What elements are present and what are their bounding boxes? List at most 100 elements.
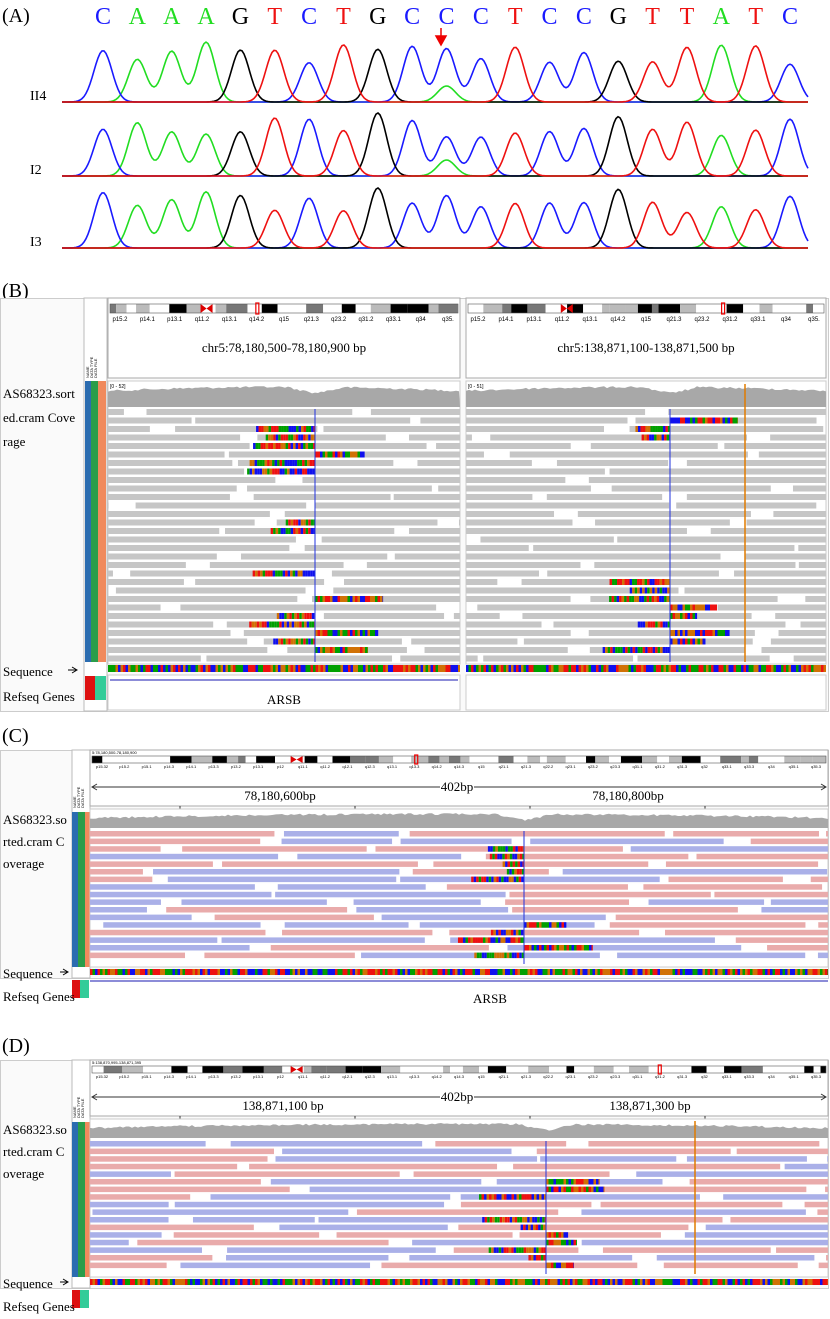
base-stripe [355, 647, 358, 653]
base-stripe [261, 426, 264, 432]
read [381, 1262, 638, 1269]
base-stripe [317, 969, 320, 975]
base-stripe [725, 1279, 728, 1285]
cytoband [625, 304, 638, 313]
base-stripe [665, 426, 668, 432]
base-stripe [662, 969, 665, 975]
base-stripe [367, 647, 369, 653]
base-stripe [267, 1279, 270, 1285]
read [510, 1217, 723, 1223]
base-stripe [566, 1232, 569, 1238]
base-stripe [670, 969, 673, 975]
base-stripe [677, 1279, 680, 1285]
base-stripe [313, 426, 315, 432]
read [318, 1217, 495, 1223]
base-stripe [240, 969, 243, 975]
base-stripe [651, 596, 655, 602]
base-stripe [302, 460, 305, 466]
base-stripe [345, 665, 348, 672]
base-stripe [393, 665, 396, 672]
base-stripe [455, 1279, 458, 1285]
base-stripe [506, 869, 510, 875]
base-stripe [600, 969, 603, 975]
base-stripe [686, 665, 689, 672]
base-stripe [530, 1255, 534, 1261]
base-stripe [400, 1279, 403, 1285]
base-stripe [539, 922, 542, 928]
base-stripe [635, 1279, 638, 1285]
cytoband-label: q31.2 [358, 317, 374, 323]
base-stripe [294, 460, 298, 466]
base-stripe [682, 638, 685, 645]
base-stripe [448, 665, 451, 672]
base-stripe [264, 460, 268, 466]
base-stripe [700, 604, 703, 611]
base-stripe [760, 1279, 763, 1285]
base-stripe [612, 579, 615, 585]
cytoband-label: q31.3 [677, 1074, 688, 1079]
base-stripe [546, 1179, 549, 1185]
base-stripe [227, 969, 230, 975]
base-stripe [640, 647, 643, 653]
cytoband [720, 756, 742, 763]
base-stripe [312, 570, 315, 577]
base-stripe [220, 1279, 223, 1285]
read [311, 596, 460, 602]
base-stripe [642, 969, 645, 975]
base-stripe [632, 969, 635, 975]
cytoband [324, 756, 333, 763]
base-stripe [775, 969, 778, 975]
base-stripe [496, 665, 499, 672]
base-stripe [690, 604, 693, 611]
base-stripe [360, 647, 363, 653]
base-stripe [622, 1279, 625, 1285]
base-stripe [522, 846, 524, 852]
base-stripe [275, 443, 279, 449]
base-stripe [152, 1279, 155, 1285]
base-stripe [822, 969, 825, 975]
base-stripe [430, 665, 433, 672]
base-stripe [529, 922, 532, 928]
base-stripe [535, 1279, 538, 1285]
base-stripe [575, 969, 578, 975]
base-stripe [452, 969, 455, 975]
base-stripe [666, 434, 670, 441]
base-stripe [517, 861, 521, 867]
base-stripe [523, 665, 526, 672]
base-stripe [755, 969, 758, 975]
base-stripe [666, 596, 670, 602]
base-stripe [488, 876, 492, 883]
base-stripe [629, 596, 632, 602]
base-stripe [202, 1279, 205, 1285]
gene-panel [465, 674, 827, 711]
read [775, 613, 826, 619]
base-stripe [512, 861, 516, 867]
base-stripe [795, 1279, 798, 1285]
base-stripe [302, 969, 305, 975]
base-stripe [539, 1217, 543, 1223]
cytoband [528, 1066, 550, 1073]
base-stripe [664, 587, 668, 594]
base-stripe [555, 969, 558, 975]
base-stripe [571, 1179, 574, 1185]
base-stripe [551, 665, 554, 672]
read [90, 1232, 162, 1238]
base-stripe [115, 665, 118, 672]
base-stripe [280, 638, 284, 645]
base-stripe [492, 853, 495, 860]
base-letter: A [163, 4, 181, 30]
base-stripe [601, 1186, 604, 1193]
base-stripe [657, 969, 660, 975]
base-stripe [215, 969, 218, 975]
base-stripe [587, 969, 590, 975]
base-stripe [576, 1179, 579, 1185]
strip [78, 1122, 85, 1277]
base-stripe [300, 1279, 303, 1285]
base-stripe [125, 1279, 128, 1285]
cytoband-label: q23.2 [588, 764, 599, 769]
base-stripe [178, 665, 181, 672]
base-stripe [692, 638, 695, 645]
current-region [657, 1064, 662, 1075]
base-stripe [450, 969, 453, 975]
cytoband [341, 304, 356, 313]
